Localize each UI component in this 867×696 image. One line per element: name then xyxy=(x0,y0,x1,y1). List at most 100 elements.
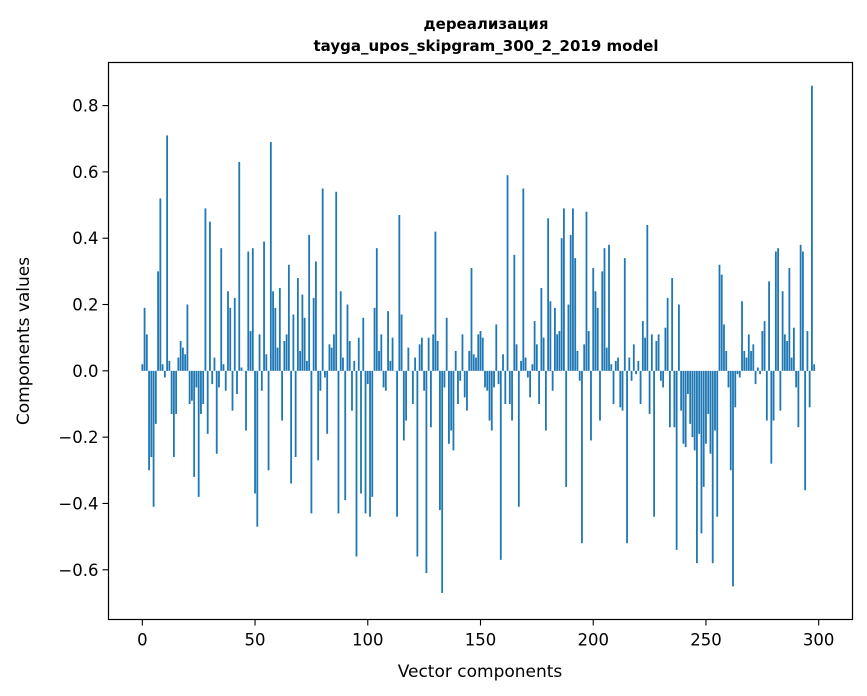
bar xyxy=(709,370,712,454)
bar xyxy=(215,370,218,454)
bar xyxy=(290,370,293,484)
bar xyxy=(193,370,196,477)
bar xyxy=(202,370,205,404)
x-axis-label: Vector components xyxy=(398,662,563,682)
bar xyxy=(362,317,365,371)
bar xyxy=(533,321,536,371)
bar xyxy=(517,370,520,507)
y-tick-label: 0.6 xyxy=(72,163,98,182)
bar xyxy=(260,370,263,391)
bar xyxy=(159,198,162,371)
bar xyxy=(612,370,615,404)
bar xyxy=(213,357,216,371)
bar xyxy=(725,350,728,371)
bar xyxy=(601,271,604,371)
bar xyxy=(508,370,511,404)
bar xyxy=(283,341,286,371)
bar xyxy=(551,370,554,391)
bar xyxy=(170,370,173,414)
bar xyxy=(263,241,265,371)
bar xyxy=(265,354,268,371)
bar xyxy=(357,337,360,371)
bar xyxy=(391,337,394,371)
bar xyxy=(461,334,464,371)
bar xyxy=(662,370,665,388)
bar xyxy=(637,360,640,371)
bar xyxy=(339,291,342,371)
bar xyxy=(432,334,435,371)
chart-subtitle: tayga_upos_skipgram_300_2_2019 model xyxy=(314,37,659,55)
bar xyxy=(504,370,507,404)
bar xyxy=(650,334,653,371)
bar xyxy=(278,287,281,371)
bar xyxy=(556,334,559,371)
bar xyxy=(348,341,351,371)
x-tick-label: 50 xyxy=(245,631,266,650)
bar xyxy=(287,264,290,371)
bar xyxy=(605,347,608,371)
bar xyxy=(583,344,586,371)
bar xyxy=(434,231,437,371)
bar xyxy=(770,370,773,464)
bar xyxy=(806,331,809,371)
bar xyxy=(396,370,398,517)
bar xyxy=(687,370,689,395)
bar xyxy=(141,364,144,371)
bar xyxy=(484,370,486,388)
bar xyxy=(671,278,674,371)
bar xyxy=(477,334,480,371)
bar xyxy=(344,370,347,501)
bar xyxy=(240,367,243,371)
bar xyxy=(599,370,601,421)
bar xyxy=(702,370,705,487)
bar xyxy=(727,370,730,388)
bar xyxy=(524,357,527,371)
bar xyxy=(247,251,250,371)
bar xyxy=(439,370,441,511)
bar xyxy=(430,370,432,428)
bar xyxy=(786,341,789,371)
bar xyxy=(563,208,565,371)
bar xyxy=(777,248,779,371)
bar xyxy=(680,370,683,411)
bar xyxy=(641,321,644,371)
bar xyxy=(804,370,807,491)
bar xyxy=(389,360,392,371)
bar xyxy=(450,370,453,431)
bar xyxy=(581,370,583,544)
bar xyxy=(684,370,687,448)
bar xyxy=(522,188,525,371)
bar xyxy=(608,244,610,371)
bar xyxy=(163,370,166,378)
bar xyxy=(511,370,513,421)
bar xyxy=(443,370,446,388)
bar xyxy=(191,370,193,401)
bar xyxy=(145,334,148,371)
bar xyxy=(175,370,178,414)
bar xyxy=(148,370,150,471)
bar xyxy=(335,191,338,371)
bar xyxy=(274,307,277,371)
bar xyxy=(256,370,259,527)
bar xyxy=(188,370,191,404)
bar xyxy=(182,347,184,371)
bar xyxy=(466,370,468,411)
bar xyxy=(603,248,606,371)
bar xyxy=(369,370,371,517)
x-tick-label: 200 xyxy=(577,631,609,650)
bar xyxy=(414,357,417,371)
bar xyxy=(795,370,798,388)
bar xyxy=(238,161,241,371)
bar xyxy=(594,291,597,371)
bars-group xyxy=(141,85,816,593)
bar xyxy=(472,354,475,371)
bar xyxy=(351,370,353,411)
x-tick-label: 300 xyxy=(803,631,835,650)
bar xyxy=(542,337,545,371)
bar xyxy=(157,271,159,371)
bar xyxy=(666,297,669,371)
bar xyxy=(745,357,748,371)
bar xyxy=(380,334,383,371)
bar xyxy=(337,370,340,514)
